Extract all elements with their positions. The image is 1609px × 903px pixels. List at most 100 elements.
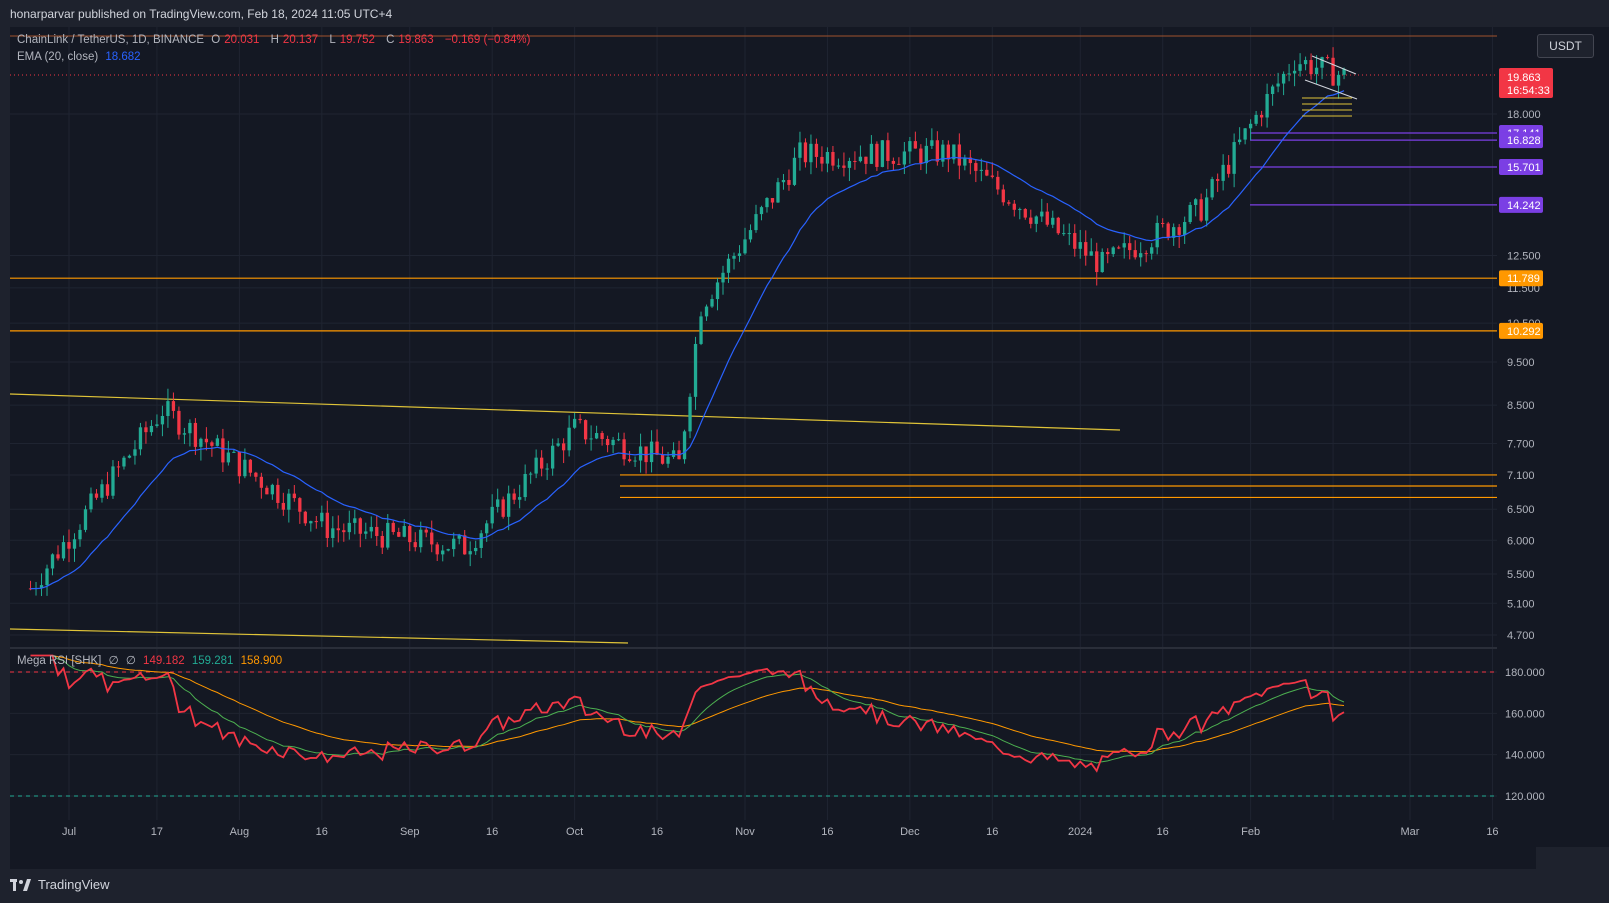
candle-body bbox=[924, 145, 929, 164]
rsi-axis: 180.000 160.000 140.000 120.000 bbox=[1505, 667, 1545, 803]
candle-body bbox=[1023, 209, 1027, 218]
candle-body bbox=[254, 472, 258, 477]
candle-body bbox=[397, 531, 401, 537]
candle-body bbox=[193, 422, 198, 447]
bottom-bar bbox=[0, 869, 1609, 903]
candle-body bbox=[529, 473, 533, 475]
candle-body bbox=[622, 439, 626, 460]
candle-body bbox=[1259, 114, 1264, 118]
tradingview-logo[interactable]: TradingView bbox=[10, 877, 110, 892]
candle-body bbox=[787, 179, 791, 185]
candle-body bbox=[803, 142, 808, 163]
candle-body bbox=[144, 427, 148, 433]
price-tick-label: 8.500 bbox=[1507, 400, 1535, 412]
candle-body bbox=[501, 499, 505, 517]
time-axis: Jul 17 Aug 16 Sep 16 Oct 16 Nov 16 Dec 16 2024 16 Feb M… bbox=[62, 826, 1499, 838]
rsi-tick-label: 140.000 bbox=[1505, 750, 1545, 762]
candle-body bbox=[347, 522, 351, 533]
candle-body bbox=[204, 438, 209, 443]
candle-body bbox=[177, 410, 181, 435]
candle-body bbox=[1325, 57, 1330, 59]
price-tick-label: 6.500 bbox=[1507, 504, 1535, 516]
candle-body bbox=[100, 484, 104, 498]
candle-body bbox=[853, 160, 857, 162]
candle-body bbox=[952, 144, 956, 160]
candle-body bbox=[1161, 222, 1165, 224]
candle-body bbox=[1270, 86, 1275, 94]
time-tick-label: Nov bbox=[735, 826, 755, 838]
candle-body bbox=[567, 427, 571, 451]
candle-body bbox=[336, 528, 340, 531]
time-tick-label: 16 bbox=[1486, 826, 1498, 838]
candle-body bbox=[1254, 114, 1258, 124]
candle-body bbox=[171, 401, 176, 411]
candle-body bbox=[594, 433, 599, 439]
time-tick-label: 16 bbox=[316, 826, 328, 838]
ohlc-high: H 20.137 bbox=[271, 34, 326, 46]
candle-body bbox=[545, 468, 549, 470]
last-price-tag bbox=[1499, 68, 1553, 98]
hidden-input-icon-2: ∅ bbox=[125, 655, 136, 667]
rsi-name: Mega RSI [SHK] bbox=[17, 655, 102, 667]
candle-body bbox=[1331, 57, 1335, 86]
rsi-tick-label: 160.000 bbox=[1505, 708, 1545, 720]
candle-body bbox=[682, 431, 687, 460]
candle-body bbox=[1292, 70, 1297, 74]
candle-body bbox=[666, 456, 670, 464]
candle-body bbox=[770, 198, 775, 203]
candle-body bbox=[1045, 211, 1049, 225]
candle-body bbox=[452, 538, 456, 550]
candles bbox=[28, 47, 1346, 597]
candle-body bbox=[72, 539, 77, 549]
candle-body bbox=[248, 459, 253, 473]
candle-body bbox=[1117, 247, 1121, 249]
candle-body bbox=[704, 306, 709, 317]
candle-body bbox=[485, 523, 489, 534]
symbol-legend: ChainLink / TetherUS, 1D, BINANCE O 20.03… bbox=[17, 34, 534, 46]
candle-body bbox=[160, 415, 165, 425]
candle-body bbox=[1155, 222, 1159, 248]
candle-body bbox=[721, 272, 725, 283]
candle-body bbox=[902, 151, 907, 165]
rsi-legend[interactable]: Mega RSI [SHK] ∅ ∅ 149.182 159.281 158.9… bbox=[17, 653, 286, 667]
candle-body bbox=[715, 282, 720, 300]
tradingview-icon bbox=[10, 878, 31, 891]
candle-body bbox=[556, 443, 560, 446]
rsi-tick-label: 180.000 bbox=[1505, 667, 1545, 679]
candle-body bbox=[424, 529, 428, 533]
candle-body bbox=[732, 255, 736, 259]
symbol-name: ChainLink / TetherUS, 1D, BINANCE bbox=[17, 34, 205, 46]
candle-body bbox=[1012, 203, 1016, 210]
candle-body bbox=[1100, 251, 1104, 273]
candle-body bbox=[441, 550, 445, 555]
candle-body bbox=[1172, 227, 1176, 238]
price-axis: 18.00012.50011.50010.5009.5008.5007.7007… bbox=[1497, 27, 1609, 847]
candle-body bbox=[1018, 209, 1022, 211]
ema-label: EMA (20, close) bbox=[17, 51, 99, 63]
candle-body bbox=[913, 141, 918, 149]
close-label: C bbox=[386, 34, 395, 46]
level-tag bbox=[1499, 322, 1543, 339]
candle-body bbox=[743, 239, 747, 254]
candle-body bbox=[50, 554, 55, 569]
candle-body bbox=[908, 141, 912, 152]
candle-body bbox=[353, 518, 357, 523]
candle-body bbox=[375, 526, 379, 536]
candle-body bbox=[880, 140, 885, 167]
candle-body bbox=[221, 438, 225, 463]
candle-body bbox=[94, 493, 99, 498]
candle-body bbox=[1232, 142, 1236, 174]
candle-body bbox=[325, 512, 329, 538]
candle-body bbox=[831, 151, 835, 166]
candle-body bbox=[369, 526, 373, 532]
candle-body bbox=[56, 554, 60, 559]
axis-background bbox=[1497, 27, 1609, 847]
currency-button[interactable]: USDT bbox=[1537, 34, 1594, 58]
candle-body bbox=[1265, 93, 1269, 118]
price-tick-label: 5.500 bbox=[1507, 569, 1535, 581]
ema-legend[interactable]: EMA (20, close) 18.682 bbox=[17, 51, 145, 63]
wedge-upper bbox=[1311, 55, 1357, 75]
candle-body bbox=[479, 533, 483, 548]
rsi-slow-line bbox=[30, 655, 1345, 753]
